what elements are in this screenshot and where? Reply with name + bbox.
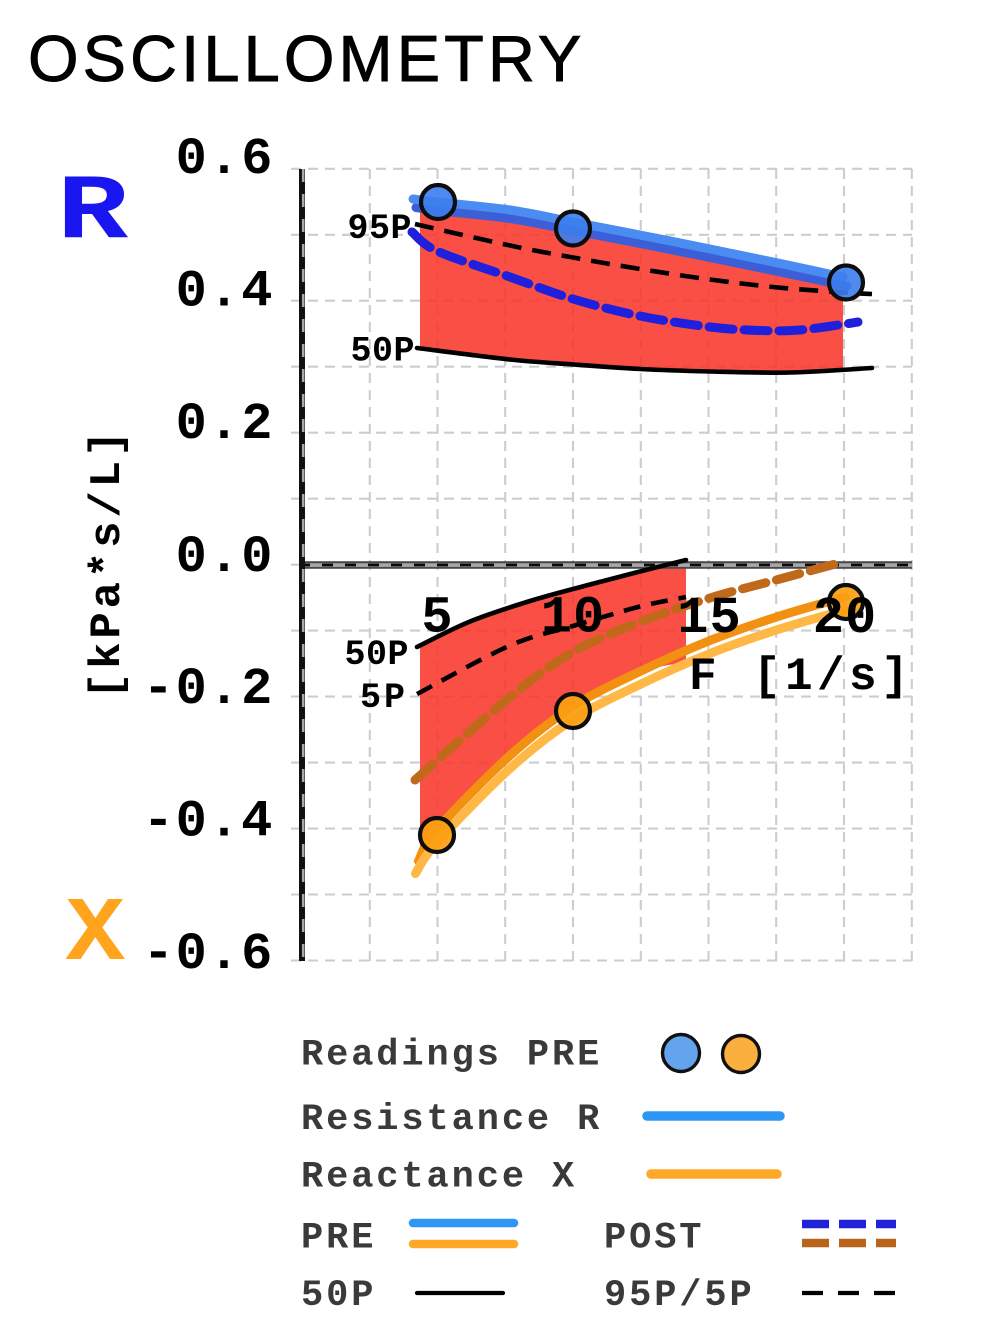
- svg-text:0.4: 0.4: [176, 263, 274, 322]
- svg-text:Reactance X: Reactance X: [301, 1156, 577, 1198]
- svg-text:20: 20: [813, 589, 877, 648]
- svg-text:50P: 50P: [350, 332, 415, 372]
- svg-text:0.2: 0.2: [176, 395, 274, 454]
- svg-text:5: 5: [421, 589, 453, 648]
- svg-text:Resistance R: Resistance R: [301, 1099, 602, 1141]
- svg-text:OSCILLOMETRY: OSCILLOMETRY: [28, 22, 585, 95]
- svg-text:10: 10: [541, 589, 605, 648]
- svg-text:POST: POST: [604, 1218, 704, 1260]
- svg-text:95P: 95P: [347, 209, 412, 249]
- svg-text:-0.6: -0.6: [143, 925, 274, 984]
- svg-text:[kPa*s/L]: [kPa*s/L]: [83, 427, 133, 699]
- svg-text:-0.4: -0.4: [143, 793, 274, 852]
- svg-text:R: R: [57, 161, 129, 265]
- svg-text:-0.2: -0.2: [143, 660, 274, 719]
- svg-text:PRE: PRE: [301, 1218, 376, 1260]
- svg-text:50P: 50P: [301, 1275, 376, 1317]
- svg-text:Readings PRE: Readings PRE: [301, 1035, 602, 1077]
- svg-text:0.6: 0.6: [176, 130, 274, 189]
- svg-text:0.0: 0.0: [176, 528, 274, 587]
- svg-text:F [1/s]: F [1/s]: [689, 651, 913, 703]
- svg-text:5P: 5P: [360, 678, 408, 718]
- svg-text:X: X: [66, 883, 126, 986]
- svg-text:95P/5P: 95P/5P: [604, 1275, 755, 1317]
- svg-text:15: 15: [677, 589, 741, 648]
- svg-text:50P: 50P: [344, 635, 409, 675]
